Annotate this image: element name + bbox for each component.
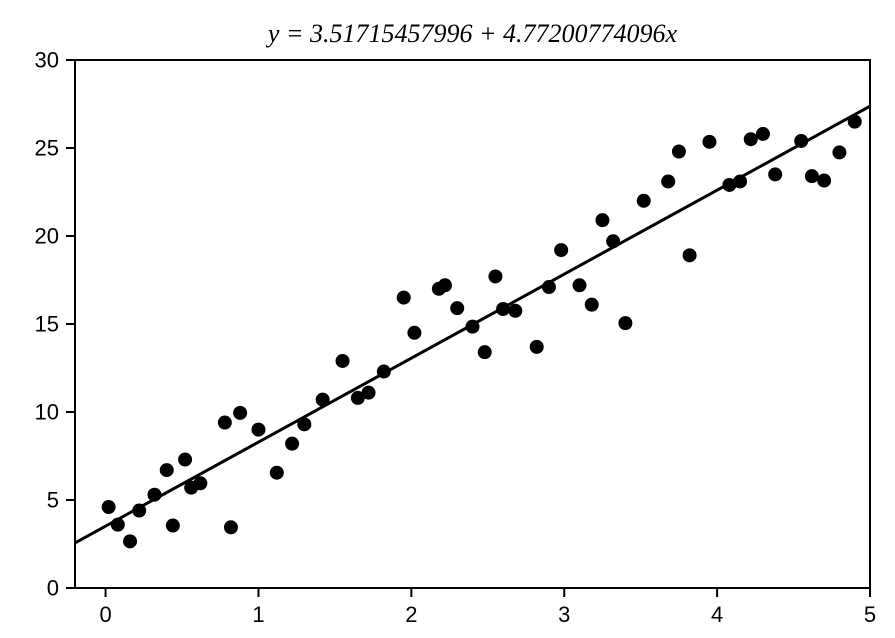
data-point [756, 127, 770, 141]
data-point [496, 302, 510, 316]
y-tick-label: 30 [35, 47, 59, 72]
y-tick-label: 5 [47, 487, 59, 512]
data-point [285, 437, 299, 451]
data-point [733, 174, 747, 188]
chart-title: y = 3.51715457996 + 4.77200774096x [265, 19, 678, 48]
data-point [488, 269, 502, 283]
data-point [224, 520, 238, 534]
data-point [530, 340, 544, 354]
data-point [297, 417, 311, 431]
data-point [683, 248, 697, 262]
x-tick-label: 3 [558, 602, 570, 627]
data-point [377, 365, 391, 379]
data-point [407, 326, 421, 340]
data-point [102, 500, 116, 514]
y-tick-label: 20 [35, 223, 59, 248]
x-tick-label: 1 [252, 602, 264, 627]
data-point [768, 167, 782, 181]
data-point [832, 145, 846, 159]
data-point [554, 243, 568, 257]
scatter-chart: 0 1 2 3 4 5 0 5 10 15 20 25 30 y = 3.51715457996 + 4.… [0, 0, 895, 638]
data-point [251, 423, 265, 437]
data-point [585, 298, 599, 312]
data-point [573, 278, 587, 292]
data-point [123, 534, 137, 548]
data-point [672, 145, 686, 159]
data-point [542, 280, 556, 294]
data-point [450, 301, 464, 315]
data-point [438, 278, 452, 292]
data-point [466, 320, 480, 334]
data-point [744, 132, 758, 146]
y-tick-label: 15 [35, 311, 59, 336]
data-point [817, 174, 831, 188]
y-tick-label: 25 [35, 135, 59, 160]
chart-container: 0 1 2 3 4 5 0 5 10 15 20 25 30 y = 3.51715457996 + 4.… [0, 0, 895, 638]
data-point [233, 406, 247, 420]
data-point [478, 345, 492, 359]
data-point [848, 115, 862, 129]
data-point [166, 519, 180, 533]
data-point [805, 169, 819, 183]
data-point [111, 518, 125, 532]
y-tick-label: 10 [35, 399, 59, 424]
data-point [362, 386, 376, 400]
data-point [160, 463, 174, 477]
data-point [336, 354, 350, 368]
x-tick-label: 0 [99, 602, 111, 627]
data-point [316, 393, 330, 407]
data-point [661, 174, 675, 188]
data-point [508, 304, 522, 318]
data-point [148, 488, 162, 502]
data-point [218, 416, 232, 430]
data-point [702, 135, 716, 149]
x-tick-label: 4 [711, 602, 723, 627]
data-point [132, 504, 146, 518]
data-point [637, 194, 651, 208]
data-point [618, 316, 632, 330]
data-point [606, 234, 620, 248]
data-point [794, 134, 808, 148]
data-point [178, 453, 192, 467]
data-point [193, 476, 207, 490]
y-tick-label: 0 [47, 575, 59, 600]
data-point [397, 291, 411, 305]
data-point [595, 213, 609, 227]
x-tick-label: 5 [864, 602, 876, 627]
x-tick-label: 2 [405, 602, 417, 627]
data-point [270, 466, 284, 480]
